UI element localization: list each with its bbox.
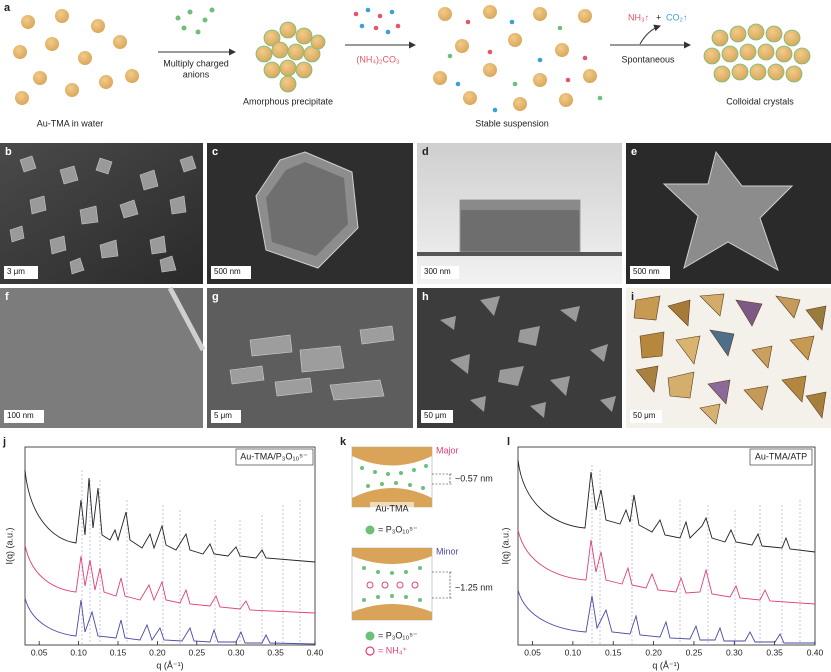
curve [24, 597, 316, 645]
arrow-text: anions [183, 69, 210, 79]
legend-label: = P₃O₁₀⁵⁻ [378, 630, 418, 640]
x-tick-label: 0.25 [189, 647, 206, 657]
label: ~1.25 nm [455, 582, 493, 592]
x-tick-label: 0.40 [307, 647, 324, 657]
arrow-text: Multiply charged [163, 58, 229, 68]
panel-h: h 50 μm [417, 288, 622, 428]
x-tick-label: 0.30 [228, 647, 245, 657]
panel-f: f 100 nm [0, 286, 206, 428]
gas: CO₂↑ [666, 12, 688, 22]
gas: NH₃↑ [628, 12, 649, 22]
x-tick-label: 0.20 [149, 647, 166, 657]
scale-bar: 500 nm [214, 267, 241, 276]
particles [13, 9, 139, 105]
panel-l: l Au-TMA/ATP I(q) (a.u.) q (Å⁻¹) 0.05 0.1… [500, 436, 823, 670]
panel-e: e 500 nm [626, 143, 831, 284]
curve [517, 529, 816, 605]
step-label: Stable suspension [475, 118, 549, 128]
scale-bar: 100 nm [7, 411, 34, 420]
panel-b: b 3 μm [0, 143, 203, 284]
x-tick-label: 0.05 [524, 647, 541, 657]
curve [517, 589, 815, 644]
panel-i: i 50 μm [626, 288, 831, 428]
scale-bar: 3 μm [7, 267, 25, 276]
panel-label: f [5, 291, 9, 303]
arrow-text: (NH₄)₂CO₃ [356, 54, 400, 64]
x-tick-label: 0.30 [726, 647, 743, 657]
x-tick-label: 0.25 [686, 647, 703, 657]
x-tick-label: 0.10 [70, 647, 87, 657]
label: Minor [436, 546, 459, 556]
scale-bar: 500 nm [633, 267, 660, 276]
legend-label: Au-TMA/ATP [755, 451, 807, 461]
curve [24, 469, 316, 563]
legend-label: = P₃O₁₀⁵⁻ [378, 524, 418, 534]
plot-frame [24, 446, 316, 646]
y-axis-label: I(q) (a.u.) [500, 527, 510, 564]
x-tick-label: 0.10 [565, 647, 582, 657]
x-axis-label: q (Å⁻¹) [156, 660, 183, 670]
y-axis-label: I(q) (a.u.) [4, 527, 14, 564]
step-label: Amorphous precipitate [243, 96, 333, 106]
panel-label: c [212, 146, 218, 158]
scale-bar: 5 μm [214, 411, 232, 420]
legend-label: Au-TMA/P₃O₁₀⁵⁻ [240, 451, 308, 461]
scale-bar: 50 μm [633, 411, 656, 420]
x-axis-label: q (Å⁻¹) [652, 660, 679, 670]
panel-a: a Multiply charged anions Amorphous prec… [4, 2, 811, 128]
panel-label: e [631, 146, 637, 158]
label: Major [436, 445, 459, 455]
plot-frame [517, 446, 816, 646]
x-tick-label: 0.20 [645, 647, 662, 657]
panel-c: c 500 nm [207, 143, 413, 284]
legend-label: = NH₄⁺ [378, 645, 407, 655]
panel-label: d [422, 146, 429, 158]
panel-g: g 5 μm [207, 288, 413, 428]
panel-label: i [631, 291, 634, 303]
panel-label: h [422, 291, 429, 303]
panel-label: j [2, 436, 6, 448]
curve [24, 544, 316, 614]
panel-label: l [507, 436, 510, 448]
scale-bar: 50 μm [424, 411, 447, 420]
x-tick-label: 0.35 [766, 647, 783, 657]
panel-label: a [4, 2, 11, 14]
gas: + [656, 12, 661, 22]
panel-d: d 300 nm [417, 143, 622, 284]
label: Au-TMA [375, 503, 408, 513]
x-tick-label: 0.05 [31, 647, 48, 657]
label: ~0.57 nm [455, 473, 493, 483]
x-tick-label: 0.40 [807, 647, 824, 657]
panel-label: g [212, 291, 219, 303]
x-tick-label: 0.15 [605, 647, 622, 657]
panel-j: j Au-TMA/P₃O₁₀⁵⁻ I(q) (a.u.) q (Å⁻¹) 0.0… [2, 436, 324, 670]
scale-bar: 300 nm [424, 267, 451, 276]
arrow-text: Spontaneous [621, 54, 675, 64]
step-label: Colloidal crystals [726, 96, 794, 106]
panel-label: k [340, 436, 347, 448]
step-label: Au-TMA in water [37, 118, 104, 128]
panel-k: k Major ~0.57 nm Au-TMA = P₃O₁₀⁵⁻ Minor … [340, 436, 493, 656]
x-tick-label: 0.15 [110, 647, 127, 657]
panel-label: b [5, 146, 12, 158]
x-tick-label: 0.35 [267, 647, 284, 657]
curve [517, 459, 816, 553]
